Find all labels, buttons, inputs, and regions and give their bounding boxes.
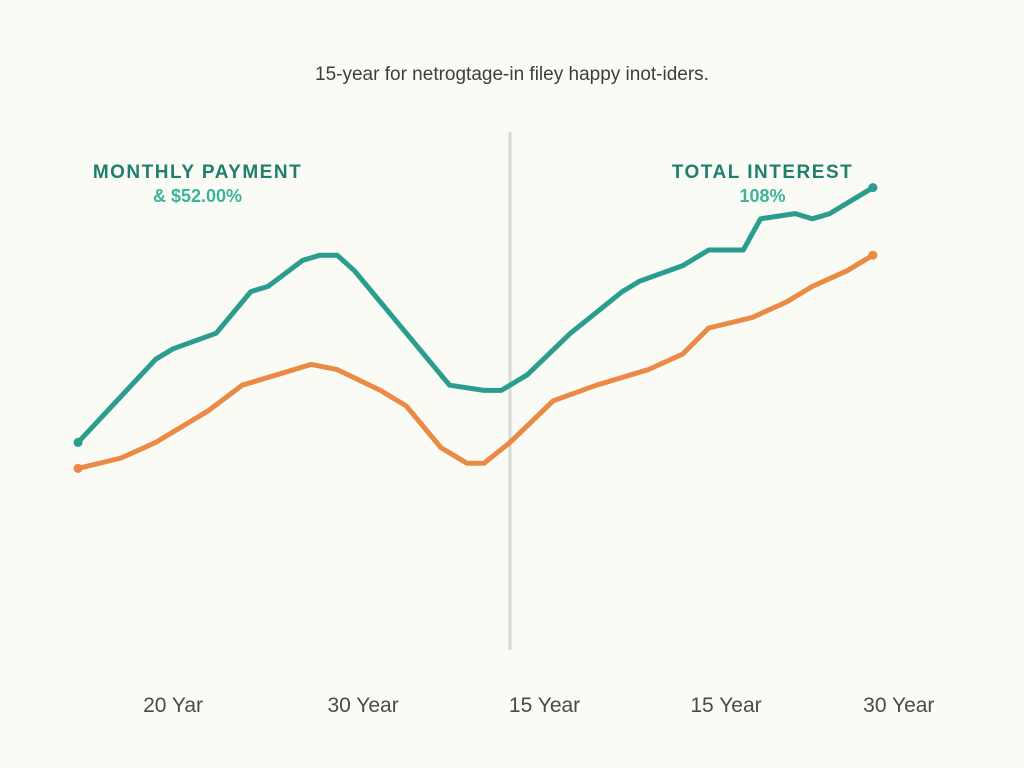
series-2-end-point [868, 250, 878, 260]
series-2-start-point [73, 463, 83, 473]
total-interest-value: 108% [739, 186, 786, 206]
x-tick-label-3: 15 Year [509, 694, 580, 717]
x-tick-label-1: 20 Yar [143, 694, 203, 717]
x-tick-label-2: 30 Year [327, 694, 398, 717]
series-1-start-point [73, 437, 83, 447]
x-axis-ticks: 20 Yar 30 Year 15 Year 15 Year 30 Year [143, 694, 934, 717]
series-line-1 [75, 185, 876, 445]
x-tick-label-5: 30 Year [863, 694, 934, 717]
chart-title: 15-year for netrogtage-in filey happy in… [315, 64, 709, 85]
series-line-2 [75, 252, 876, 471]
monthly-payment-label: MONTHLY PAYMENT [92, 162, 303, 183]
series-layer [73, 183, 878, 473]
total-interest-label: TOTAL INTEREST [671, 162, 854, 183]
series-1-end-point [868, 183, 878, 193]
monthly-payment-value: & $52.00% [152, 186, 243, 206]
x-tick-label-4: 15 Year [690, 694, 761, 717]
